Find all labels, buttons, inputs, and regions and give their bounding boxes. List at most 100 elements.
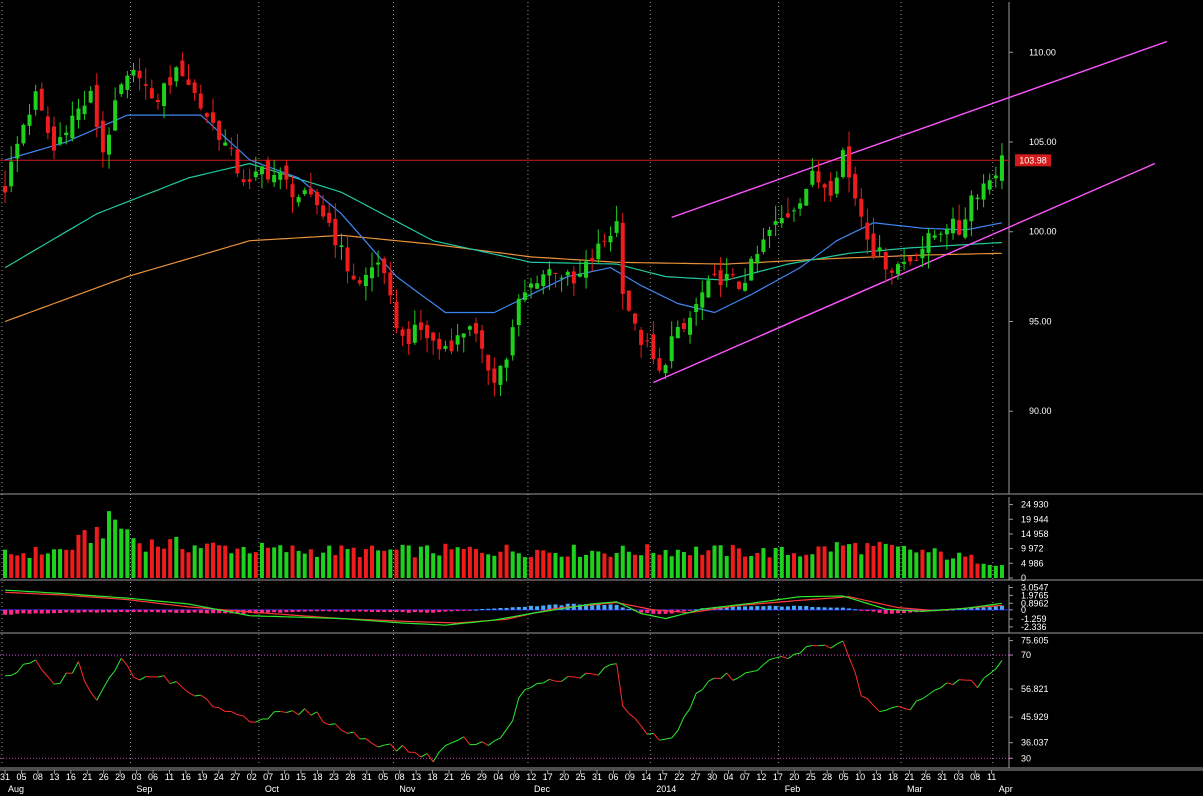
rsi-line-segment — [989, 668, 997, 675]
volume-bar — [755, 553, 760, 578]
rsi-line-segment — [506, 720, 514, 730]
volume-bar — [596, 551, 601, 578]
candle-up — [975, 197, 980, 200]
rsi-line-segment — [586, 672, 593, 675]
volume-bar — [853, 542, 858, 578]
volume-bar — [730, 545, 735, 578]
volume-bar — [473, 548, 478, 578]
volume-bar — [357, 557, 362, 578]
macd-histogram-bar — [804, 605, 809, 610]
rsi-line-segment — [714, 677, 721, 680]
rsi-line-segment — [854, 672, 862, 697]
volume-bar — [125, 529, 130, 578]
candle-down — [651, 334, 656, 360]
rsi-line-segment — [139, 676, 146, 681]
rsi-line-segment — [652, 733, 660, 741]
macd-histogram-bar — [749, 606, 754, 610]
volume-tick-label: 14 958 — [1021, 529, 1049, 539]
rsi-line-segment — [53, 682, 61, 685]
date-day-label: 13 — [49, 772, 59, 782]
macd-histogram-bar — [773, 605, 778, 610]
candle-up — [559, 277, 564, 279]
candle-down — [351, 275, 356, 280]
candle-up — [951, 218, 956, 234]
volume-bar — [816, 546, 821, 578]
candle-up — [119, 84, 124, 95]
volume-bar — [871, 545, 876, 578]
rsi-line-segment — [102, 677, 110, 690]
macd-histogram-bar — [810, 607, 815, 610]
macd-histogram-bar — [840, 607, 845, 610]
candle-up — [694, 304, 699, 313]
rsi-line-segment — [414, 752, 422, 758]
candle-down — [449, 340, 454, 352]
volume-tick-label: 24 930 — [1021, 500, 1049, 510]
volume-bar — [951, 558, 956, 578]
macd-histogram-bar — [119, 609, 124, 612]
date-day-label: 27 — [230, 772, 240, 782]
macd-histogram-bar — [486, 608, 491, 610]
candle-down — [486, 354, 491, 371]
volume-bar — [296, 550, 301, 578]
volume-bar — [119, 528, 124, 578]
candle-up — [767, 229, 772, 236]
volume-bar — [394, 549, 399, 578]
rsi-line-segment — [848, 657, 856, 673]
macd-histogram-bar — [681, 609, 686, 612]
volume-bar — [785, 554, 790, 578]
rsi-line-segment — [457, 736, 464, 741]
rsi-line-segment — [806, 644, 813, 648]
candle-up — [82, 105, 87, 115]
candle-up — [27, 114, 32, 126]
candle-up — [608, 235, 613, 243]
volume-bar — [400, 544, 405, 578]
volume-bar — [590, 550, 595, 578]
date-day-label: 29 — [115, 772, 125, 782]
price-tick-label: 105.00 — [1029, 137, 1057, 147]
rsi-line-segment — [867, 698, 874, 706]
rsi-line-segment — [775, 655, 782, 659]
candle-up — [963, 219, 968, 238]
rsi-line-segment — [445, 742, 452, 747]
moving-average-slow-line — [4, 234, 1002, 323]
volume-bar — [351, 547, 356, 578]
date-day-label: 13 — [411, 772, 421, 782]
volume-bar — [999, 565, 1004, 578]
macd-histogram-bar — [308, 609, 313, 612]
candle-down — [210, 112, 215, 123]
macd-histogram-bar — [975, 607, 980, 610]
macd-histogram-bar — [302, 609, 307, 612]
rsi-line-segment — [683, 708, 691, 718]
macd-histogram-bar — [877, 609, 882, 613]
trend-channel-upper-line — [671, 40, 1168, 219]
rsi-line-segment — [334, 723, 342, 731]
macd-tick-label: 0.8962 — [1021, 598, 1049, 608]
rsi-line-segment — [677, 716, 685, 731]
macd-histogram-bar — [798, 606, 803, 610]
candle-down — [914, 259, 919, 261]
volume-bar — [993, 565, 998, 578]
rsi-line-segment — [194, 694, 201, 697]
candle-up — [455, 335, 460, 345]
macd-histogram-bar — [785, 606, 790, 610]
volume-bar — [736, 548, 741, 578]
volume-bar — [339, 545, 344, 578]
rsi-line-segment — [934, 687, 941, 691]
candle-down — [639, 329, 644, 345]
rsi-line-segment — [708, 677, 715, 682]
date-day-label: 28 — [822, 772, 832, 782]
volume-bar — [657, 554, 662, 578]
last-price-badge — [1015, 154, 1051, 167]
rsi-line-segment — [799, 646, 807, 654]
macd-histogram-bar — [58, 609, 63, 613]
macd-histogram-bar — [828, 607, 833, 610]
rsi-line-segment — [885, 707, 893, 711]
volume-bar — [449, 549, 454, 578]
volume-bar — [284, 552, 289, 578]
date-day-label: 26 — [460, 772, 470, 782]
volume-bar — [143, 551, 148, 578]
candle-down — [418, 322, 423, 330]
candle-up — [131, 69, 136, 76]
macd-histogram-bar — [957, 608, 962, 610]
